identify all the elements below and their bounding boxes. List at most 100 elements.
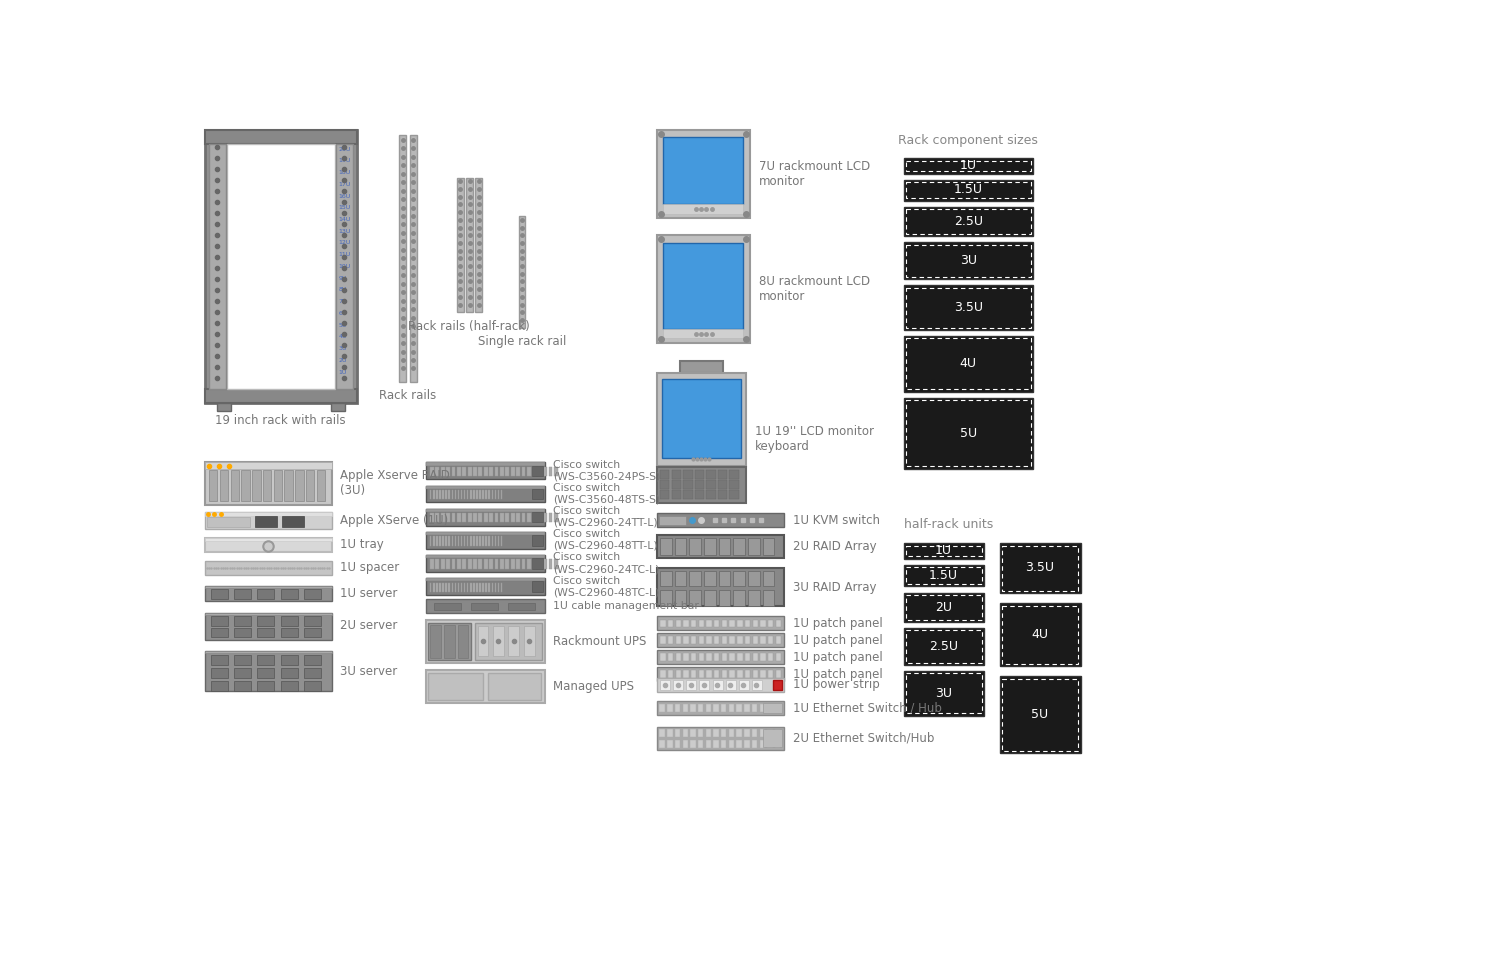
Bar — [494, 626, 504, 657]
Bar — [211, 589, 228, 599]
Bar — [668, 740, 672, 748]
Bar — [464, 536, 465, 546]
Bar — [303, 589, 321, 599]
Text: 14U: 14U — [339, 217, 351, 222]
Bar — [206, 612, 332, 639]
Bar — [478, 490, 482, 499]
Bar — [234, 681, 252, 691]
Bar — [903, 398, 1034, 469]
Bar — [675, 637, 681, 644]
Bar — [1002, 679, 1078, 752]
Bar — [736, 704, 742, 712]
Bar — [706, 470, 716, 478]
Bar — [692, 619, 696, 627]
Bar — [452, 559, 456, 569]
Text: 1U spacer: 1U spacer — [340, 561, 399, 575]
Bar — [209, 144, 226, 389]
Bar — [726, 680, 735, 690]
Bar — [426, 463, 546, 466]
Bar — [435, 467, 439, 476]
Bar — [657, 513, 784, 527]
Bar — [746, 670, 750, 678]
Bar — [489, 490, 490, 499]
Bar — [734, 590, 746, 606]
Bar — [433, 582, 435, 592]
Bar — [506, 559, 510, 569]
Bar — [549, 559, 552, 569]
Bar — [262, 470, 272, 501]
Bar — [903, 242, 1034, 279]
Bar — [458, 625, 468, 658]
Text: Rack rails (half-rack): Rack rails (half-rack) — [408, 320, 530, 332]
Bar — [436, 582, 438, 592]
Bar — [903, 180, 1034, 201]
Bar — [736, 619, 742, 627]
Text: 2.5U: 2.5U — [954, 214, 982, 228]
Text: 4U: 4U — [960, 357, 976, 370]
Bar — [458, 536, 459, 546]
Bar — [448, 536, 450, 546]
Bar — [470, 490, 471, 499]
Bar — [657, 634, 784, 647]
Bar — [458, 559, 460, 569]
Bar — [506, 513, 510, 523]
Bar — [458, 513, 460, 523]
Bar — [903, 543, 984, 558]
Bar — [519, 216, 525, 327]
Bar — [472, 536, 474, 546]
Bar — [478, 536, 482, 546]
Text: 10U: 10U — [339, 264, 351, 269]
Bar — [441, 513, 444, 523]
Bar — [498, 582, 500, 592]
Bar — [675, 740, 680, 748]
Bar — [663, 205, 744, 213]
Bar — [226, 144, 334, 389]
Text: Managed UPS: Managed UPS — [554, 680, 634, 693]
Bar — [446, 559, 450, 569]
Bar — [768, 619, 774, 627]
Bar — [766, 704, 772, 712]
Text: 5U: 5U — [1030, 708, 1048, 722]
Bar — [760, 670, 765, 678]
Bar — [468, 513, 471, 523]
Bar — [682, 728, 688, 736]
Bar — [426, 509, 546, 526]
Bar — [458, 582, 459, 592]
Bar — [718, 571, 730, 586]
Bar — [433, 536, 435, 546]
Bar — [714, 653, 720, 661]
Bar — [211, 681, 228, 691]
Bar — [690, 571, 700, 586]
Bar — [906, 244, 1030, 277]
Bar — [663, 329, 744, 338]
Bar — [729, 637, 735, 644]
Bar — [478, 582, 482, 592]
Bar — [531, 466, 543, 476]
Bar — [657, 650, 784, 665]
Bar — [478, 559, 483, 569]
Bar — [436, 536, 438, 546]
Bar — [441, 467, 444, 476]
Bar — [768, 653, 774, 661]
Bar — [436, 490, 438, 499]
Bar — [531, 512, 543, 523]
Bar — [219, 470, 228, 501]
Bar — [206, 585, 332, 601]
Bar — [753, 653, 758, 661]
Bar — [426, 531, 546, 549]
Bar — [426, 620, 546, 663]
Bar — [660, 637, 666, 644]
Bar — [516, 559, 520, 569]
Bar — [426, 509, 546, 512]
Bar — [207, 517, 251, 527]
Bar — [660, 680, 670, 690]
Bar — [500, 467, 504, 476]
Bar — [1002, 606, 1078, 665]
Bar — [280, 668, 297, 678]
Bar — [729, 619, 735, 627]
Bar — [690, 740, 696, 748]
Bar — [282, 516, 303, 527]
Bar — [522, 513, 525, 523]
Bar — [762, 571, 774, 586]
Bar — [426, 578, 546, 595]
